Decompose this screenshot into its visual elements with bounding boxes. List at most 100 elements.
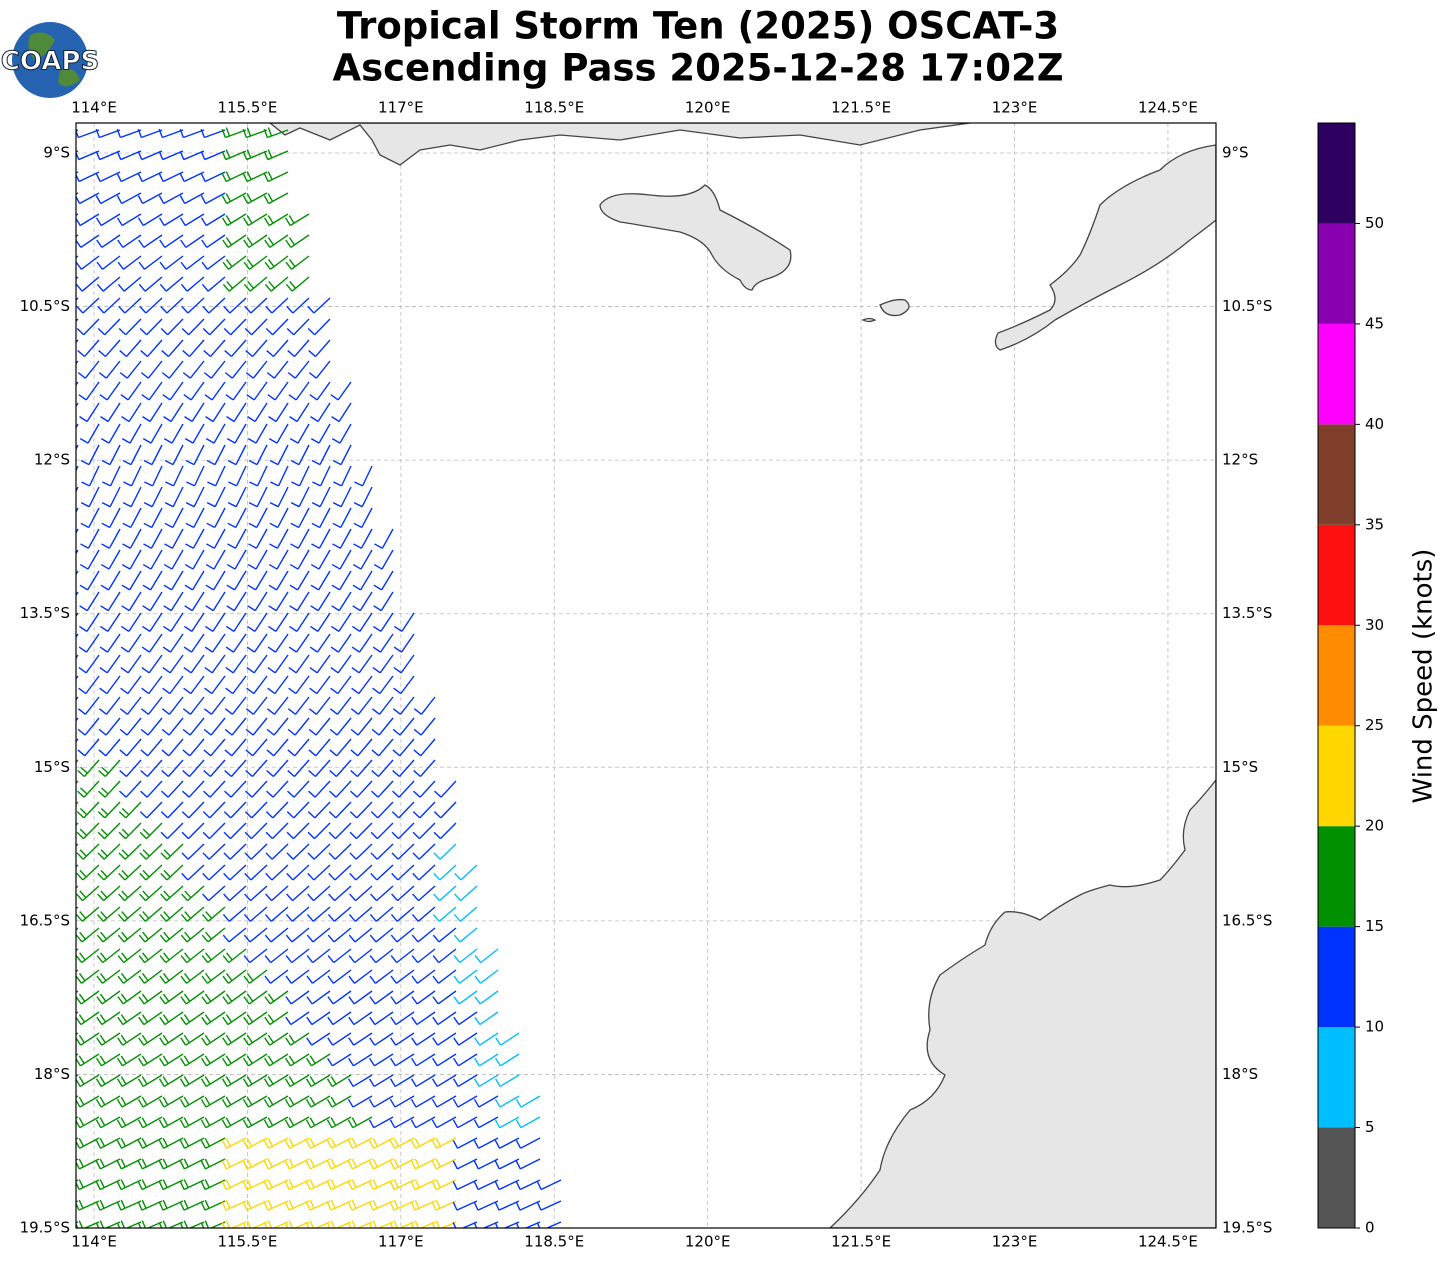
barb-shaft [83,801,100,819]
wind-barb [95,1116,121,1129]
wind-barb [247,570,268,591]
wind-barb [285,1053,310,1067]
barb-shaft [376,822,394,840]
barb-flag [329,790,337,798]
wind-barb [268,549,289,570]
barb-flag [179,1181,185,1190]
barb-shaft [246,1200,268,1211]
barb-flag [76,283,83,292]
barb-flag [79,931,86,940]
barb-shaft [235,465,247,487]
barb-shaft [333,906,352,922]
barb-shaft [438,948,457,964]
barb-shaft [190,675,205,695]
wind-barb [306,927,331,943]
barb-shaft [271,843,289,860]
barb-flag [432,934,440,943]
wind-barb [202,885,226,902]
barb-flag [179,1078,186,1087]
wind-barb [122,444,142,466]
wind-barb [181,318,205,336]
barb-shaft [109,465,121,487]
barb-shaft [499,1137,520,1149]
barb-flag [242,1201,248,1211]
barb-shaft [184,1074,205,1088]
barb-shaft [164,990,184,1005]
barb-shaft [289,1095,310,1108]
barb-flag [101,543,110,549]
barb-shaft [439,822,457,840]
barb-shaft [331,1074,352,1088]
barb-flag [162,394,171,401]
barb-shaft [460,864,478,881]
barb-flag [163,952,170,961]
wind-barb [515,1200,541,1211]
wind-barb [137,150,163,161]
barb-shaft [478,1137,499,1149]
wind-barb [326,1095,352,1108]
barb-flag [117,1057,124,1067]
barb-flag [370,872,378,881]
barb-shaft [437,1053,457,1067]
barb-shaft [129,570,142,591]
barb-shaft [205,213,226,227]
barb-shaft [227,234,247,248]
barb-flag [391,831,399,840]
barb-flag [286,305,294,314]
wind-barb [202,843,226,860]
barb-shaft [255,528,268,549]
wind-barb [246,675,268,695]
barb-flag [221,1201,227,1211]
barb-flag [330,1179,336,1188]
wind-barb [137,1095,163,1108]
barb-shaft [332,1053,352,1067]
wind-barb [180,234,205,248]
barb-flag [410,1181,416,1190]
barb-shaft [166,885,184,902]
barb-flag [371,749,380,757]
wind-barb [284,1074,310,1088]
barb-flag [290,502,300,508]
barb-flag [162,973,170,982]
wind-barb [244,885,268,902]
barb-shaft [440,780,457,798]
barb-shaft [357,717,373,736]
wind-barb [347,1220,373,1228]
wind-barb [433,822,457,840]
wind-barb [76,570,79,576]
wind-barb [224,339,247,358]
wind-barb [76,276,79,280]
wind-barb [98,738,121,757]
wind-barb [161,696,184,715]
barb-flag [76,328,85,336]
wind-barb [180,255,205,270]
wind-barb [242,171,268,183]
barb-shaft [246,129,268,139]
barb-shaft [289,1116,310,1129]
wind-barb [118,822,142,840]
barb-shaft [107,591,121,611]
barb-flag [330,625,340,632]
wind-barb [351,633,373,653]
barb-shaft [251,801,268,819]
barb-flag [411,934,419,943]
barb-flag [121,605,130,612]
wind-barb [139,864,163,881]
barb-flag [140,728,149,736]
wind-barb [452,1116,478,1129]
wind-barb [372,654,394,674]
wind-barb [221,213,247,227]
barb-flag [245,770,253,778]
barb-shaft [291,969,310,984]
barb-flag [119,749,128,757]
barb-flag [221,1222,226,1228]
wind-barb [243,276,268,292]
barb-shaft [211,381,226,401]
wind-barb [269,528,289,549]
barb-shaft [149,402,163,422]
barb-shaft [267,171,289,183]
barb-shaft [122,234,142,248]
barb-shaft [248,234,268,248]
barb-shaft [338,591,352,611]
barb-flag [350,790,358,798]
